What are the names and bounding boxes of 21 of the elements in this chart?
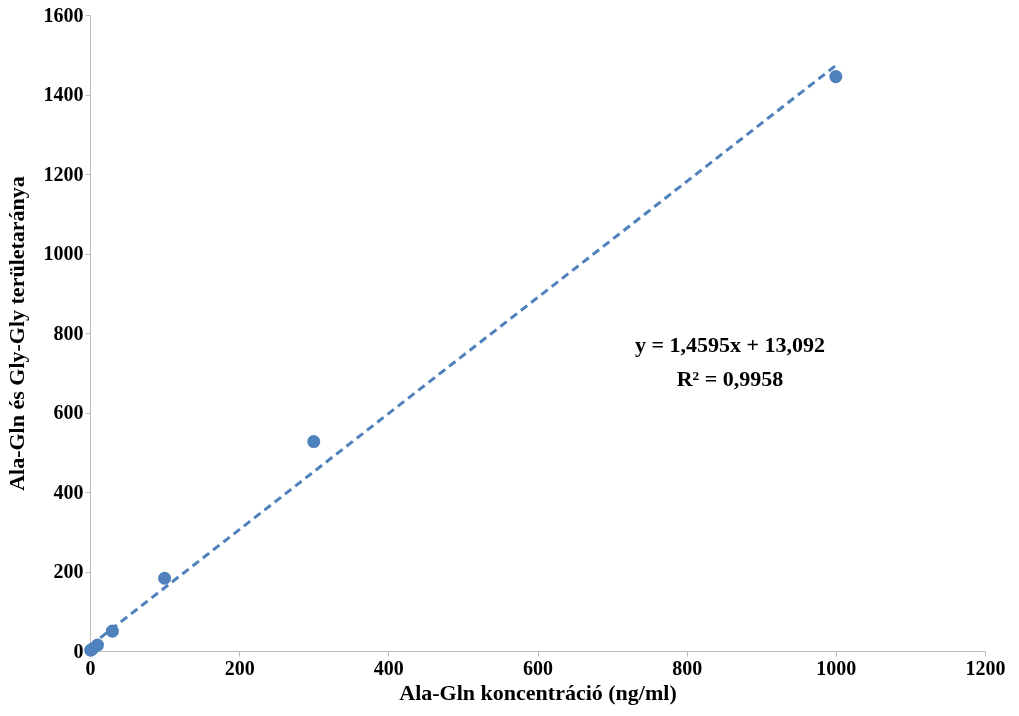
y-axis-title: Ala-Gln és Gly-Gly területaránya bbox=[3, 176, 29, 491]
annotation: y = 1,4595x + 13,092 R² = 0,9958 bbox=[634, 332, 826, 391]
y-tick-label: 1400 bbox=[43, 83, 84, 105]
point bbox=[158, 571, 172, 585]
x-tick-label: 800 bbox=[672, 656, 703, 679]
x-axis-title: Ala-Gln koncentráció (ng/ml) bbox=[399, 679, 677, 705]
y-tick-label: 1200 bbox=[43, 162, 84, 185]
point bbox=[829, 70, 843, 84]
x-tick-label: 1000 bbox=[816, 656, 857, 679]
y-tick-label: 600 bbox=[53, 401, 84, 423]
y-tick-label: 1000 bbox=[43, 242, 84, 264]
x-tick-label: 200 bbox=[224, 656, 255, 679]
y-tick-label: 1600 bbox=[43, 3, 84, 26]
y-tick-label: 400 bbox=[53, 480, 84, 503]
x-tick-label: 400 bbox=[373, 656, 404, 679]
point bbox=[307, 435, 321, 449]
y-tick-label: 800 bbox=[53, 321, 84, 344]
x-tick-label: 600 bbox=[523, 656, 553, 679]
y-tick-label: 0 bbox=[73, 639, 84, 662]
y-tick-label: 200 bbox=[53, 560, 84, 582]
x-tick-label: 1200 bbox=[965, 656, 1006, 679]
